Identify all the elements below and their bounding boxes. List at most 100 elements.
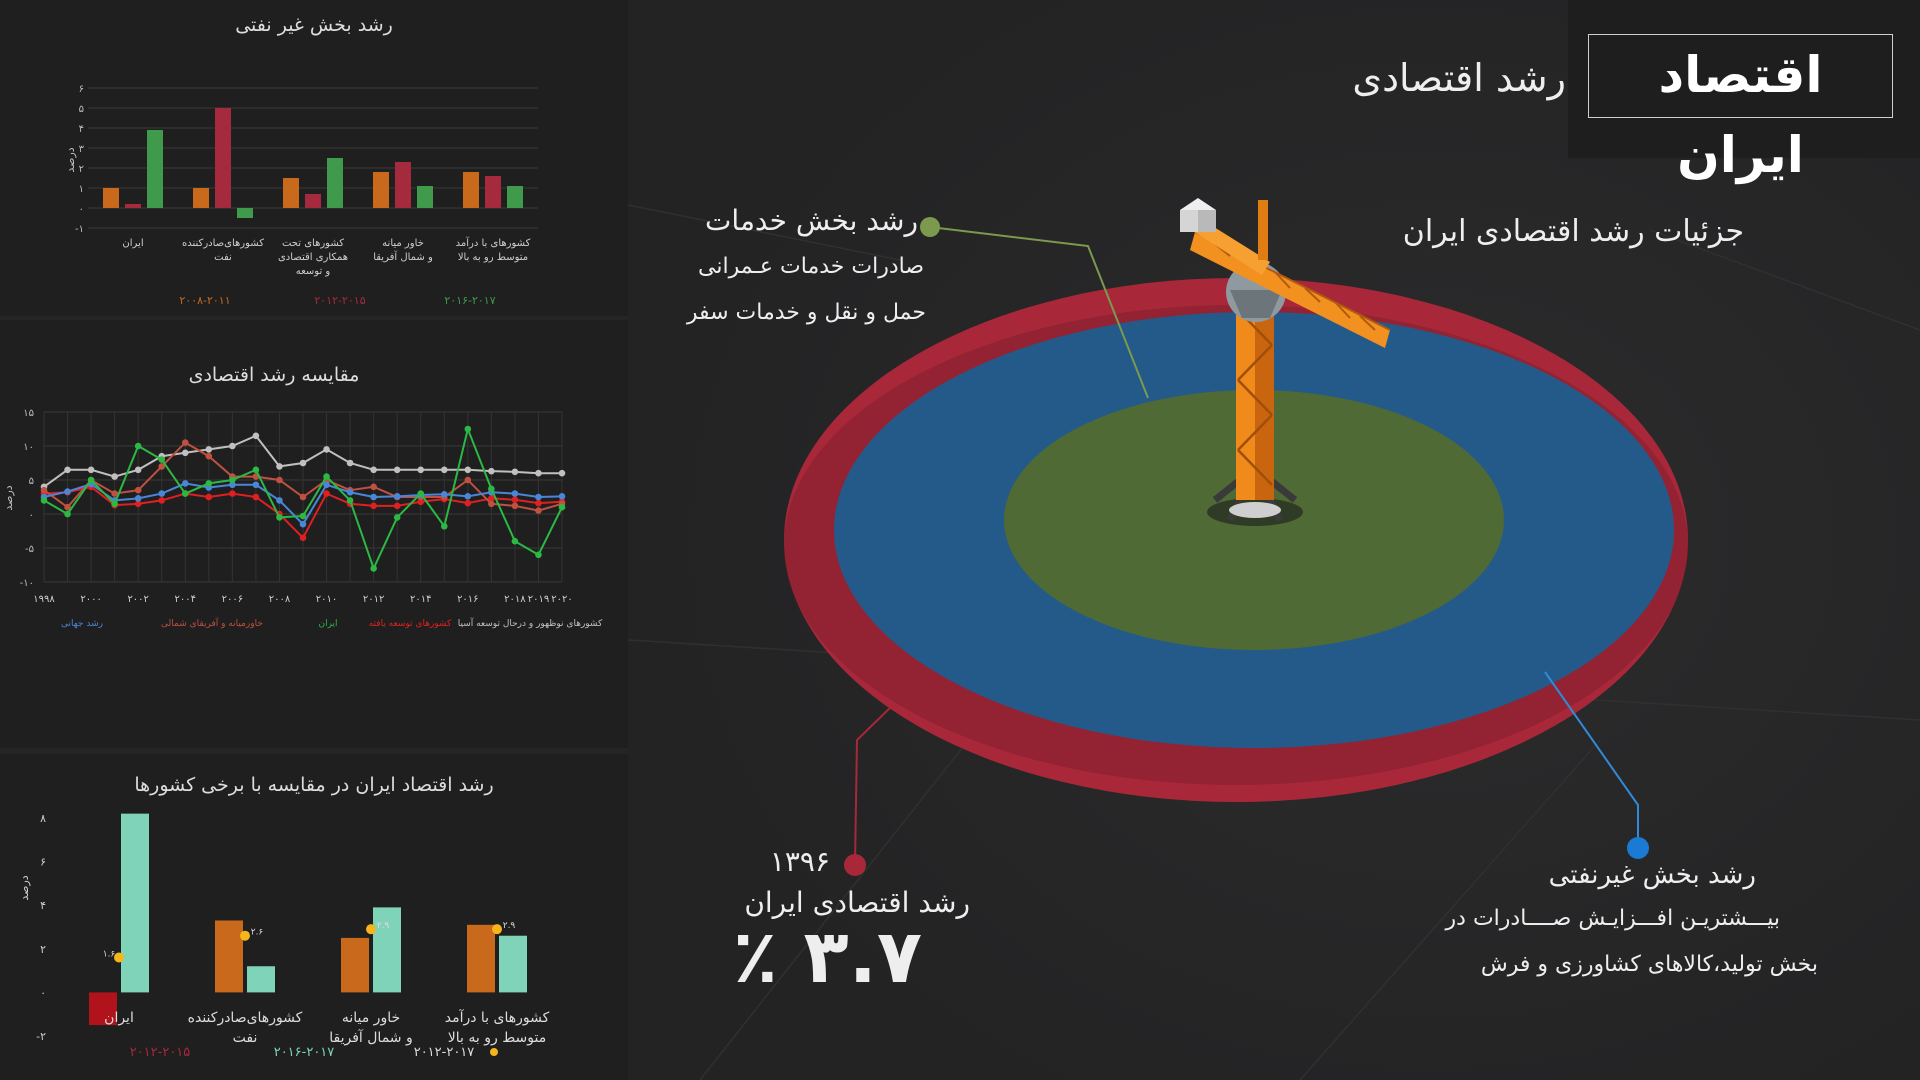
x-tick-label: ۲۰۱۴ xyxy=(410,594,431,605)
y-axis-label: درصد xyxy=(18,875,31,900)
data-point xyxy=(111,490,118,497)
data-point xyxy=(134,495,142,502)
y-tick-label: ۱ xyxy=(79,184,84,195)
data-point xyxy=(87,476,95,484)
data-point xyxy=(181,439,189,446)
growth-comparison-chart: -۱۰ -۵ ۰ ۵ ۱۰ ۱۵ درصد ۱۹۹۸ ۲۰۰۰ ۲۰۰۲ ۲۰۰۴ ۲۰۰۶ ۲۰۰۸ ۲… xyxy=(2,408,603,629)
data-point xyxy=(40,486,48,494)
data-point xyxy=(464,466,472,474)
category-label: متوسط رو به بالا xyxy=(458,252,528,263)
bar xyxy=(507,186,523,208)
data-point xyxy=(205,452,213,460)
point-label: ۱.۶ xyxy=(103,950,116,960)
nonoil-line1: بیـــشتریـن افـــزایـش صــــادرات در xyxy=(1445,906,1780,931)
bar xyxy=(237,208,253,218)
data-point xyxy=(229,442,236,450)
services-title: رشد بخش خدمات xyxy=(705,204,918,237)
data-point xyxy=(464,493,472,500)
growth-marker xyxy=(844,854,866,876)
data-point xyxy=(492,924,502,935)
chart-title: رشد اقتصاد ایران در مقایسه با برخی کشوره… xyxy=(134,774,494,796)
bar xyxy=(341,937,369,993)
data-point xyxy=(464,425,472,433)
bar xyxy=(373,907,401,993)
y-axis-label: درصد xyxy=(64,147,77,172)
x-tick-label: ۲۰۱۹ xyxy=(528,594,549,605)
data-point xyxy=(440,490,448,498)
data-point xyxy=(229,476,236,484)
category-label: خاور میانه xyxy=(382,238,424,249)
data-point xyxy=(299,512,307,520)
services-line1: صادرات خدمات عـمرانی xyxy=(698,254,924,279)
data-point xyxy=(323,481,330,489)
data-point xyxy=(114,952,124,963)
data-point xyxy=(158,497,166,504)
bar xyxy=(463,172,479,208)
data-point xyxy=(205,480,213,487)
y-tick-label: ۳ xyxy=(79,144,85,155)
data-point xyxy=(511,496,519,504)
legend-marker xyxy=(490,1048,498,1056)
data-point xyxy=(488,495,495,502)
x-tick-label: ۲۰۰۸ xyxy=(269,594,291,605)
bar xyxy=(305,194,321,208)
point-label: ۲.۹ xyxy=(503,921,516,931)
point-label: ۲.۶ xyxy=(251,928,264,938)
nonoil-connector xyxy=(1544,671,1639,848)
category-label: همکاری اقتصادی xyxy=(278,252,348,263)
data-point xyxy=(252,466,260,474)
y-axis-label: درصد xyxy=(2,485,15,510)
legend-label: ۲۰۱۶-۲۰۱۷ xyxy=(274,1045,335,1060)
data-point xyxy=(535,551,542,559)
data-point xyxy=(464,476,472,484)
data-point xyxy=(40,497,48,504)
data-point xyxy=(558,503,566,511)
data-point xyxy=(393,466,401,474)
data-point xyxy=(205,493,213,501)
x-tick-label: ۲۰۰۴ xyxy=(175,594,196,605)
x-tick-label: ۲۰۰۲ xyxy=(127,594,148,605)
data-point xyxy=(393,493,401,500)
data-point xyxy=(558,469,566,477)
y-tick-label: ۶ xyxy=(40,856,46,869)
data-point xyxy=(346,488,354,496)
data-point xyxy=(111,473,118,480)
outer-ring-red xyxy=(784,278,1688,802)
data-point xyxy=(370,502,377,510)
growth-value: ۳.۷ ٪ xyxy=(732,914,922,1000)
category-label: متوسط رو به بالا xyxy=(448,1030,546,1046)
y-tick-label: ۴ xyxy=(40,899,46,912)
data-point xyxy=(511,502,519,510)
data-point xyxy=(323,446,330,453)
point-label: ۲.۹ xyxy=(377,921,390,931)
legend-label: رشد جهانی xyxy=(61,619,103,629)
data-point xyxy=(393,502,401,510)
data-point xyxy=(276,497,283,504)
nonoil-growth-chart: -۱ ۰ ۱ ۲ ۳ ۴ ۵ ۶ درصد ایران کشورهای‌صادرکننده نفت کش… xyxy=(64,84,538,307)
legend-label: ۲۰۱۲-۲۰۱۷ xyxy=(414,1045,475,1060)
data-point xyxy=(252,493,260,501)
chart-title: مقایسه رشد اقتصادی xyxy=(188,364,360,386)
data-point xyxy=(252,432,260,440)
category-label: کشورهای‌صادرکننده xyxy=(182,238,264,249)
y-tick-label: ۵ xyxy=(29,476,34,487)
data-point xyxy=(417,498,425,506)
data-point xyxy=(417,466,425,474)
data-point xyxy=(535,493,542,501)
data-point xyxy=(229,490,236,497)
data-point xyxy=(64,488,71,495)
x-tick-label: ۲۰۰۶ xyxy=(222,594,243,605)
category-label: و توسعه xyxy=(296,266,331,277)
title-panel xyxy=(1568,0,1920,158)
x-tick-label: ۲۰۱۰ xyxy=(316,594,337,605)
legend-label: ۲۰۱۲-۲۰۱۵ xyxy=(130,1045,191,1060)
bar xyxy=(103,188,119,208)
bar xyxy=(125,204,141,208)
bar xyxy=(327,158,343,208)
y-tick-label: -۵ xyxy=(25,544,34,555)
services-marker xyxy=(920,217,940,237)
y-tick-label: ۰ xyxy=(40,986,46,999)
y-tick-label: ۱۰ xyxy=(23,442,34,453)
data-point xyxy=(181,480,189,487)
page-subtitle: رشد اقتصادی xyxy=(1352,56,1566,100)
